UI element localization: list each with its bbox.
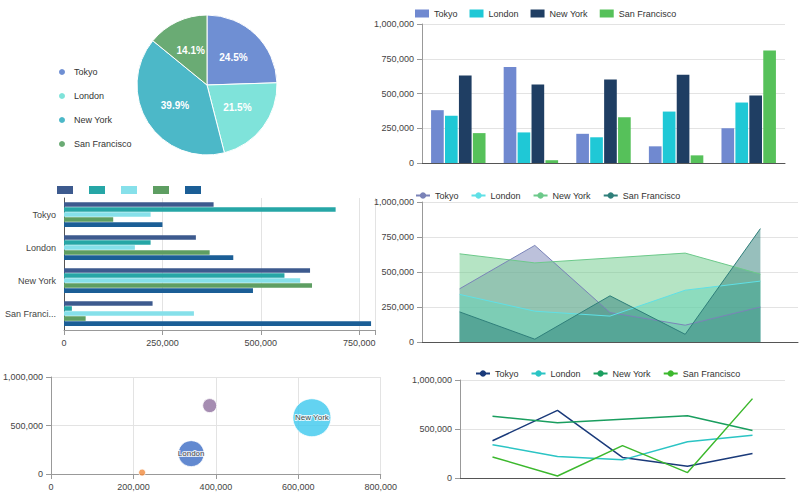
svg-text:Tokyo: Tokyo [32,210,56,220]
svg-text:400,000: 400,000 [200,482,233,492]
svg-text:1,000,000: 1,000,000 [412,375,452,385]
svg-text:London: London [74,91,104,101]
svg-text:500,000: 500,000 [10,421,43,431]
svg-text:San Francisco: San Francisco [683,369,741,379]
svg-text:800,000: 800,000 [364,482,397,492]
svg-text:New York: New York [550,9,589,19]
svg-text:Tokyo: Tokyo [74,67,98,77]
svg-text:London: London [178,449,205,458]
svg-text:39.9%: 39.9% [161,100,189,111]
svg-text:0: 0 [409,158,414,168]
svg-text:500,000: 500,000 [419,424,452,434]
svg-text:600,000: 600,000 [282,482,315,492]
svg-text:0: 0 [38,469,43,479]
svg-text:San Franci...: San Franci... [5,309,56,319]
svg-text:New York: New York [18,276,57,286]
svg-text:1,000,000: 1,000,000 [374,19,414,29]
svg-text:San Francisco: San Francisco [74,139,132,149]
svg-text:London: London [489,9,519,19]
svg-text:500,000: 500,000 [245,338,278,348]
svg-text:250,000: 250,000 [381,123,414,133]
svg-text:San Francisco: San Francisco [623,191,681,201]
svg-text:250,000: 250,000 [381,302,414,312]
svg-text:0: 0 [447,473,452,483]
svg-text:London: London [26,243,56,253]
svg-text:New York: New York [553,191,592,201]
svg-text:London: London [551,369,581,379]
svg-text:14.1%: 14.1% [177,45,205,56]
svg-text:New York: New York [74,115,113,125]
svg-text:500,000: 500,000 [381,267,414,277]
svg-text:21.5%: 21.5% [223,102,251,113]
svg-text:500,000: 500,000 [381,89,414,99]
svg-text:750,000: 750,000 [381,54,414,64]
svg-text:New York: New York [295,413,330,422]
svg-text:Tokyo: Tokyo [434,9,458,19]
svg-text:750,000: 750,000 [343,338,376,348]
svg-text:200,000: 200,000 [117,482,150,492]
svg-text:1,000,000: 1,000,000 [374,197,414,207]
svg-text:Tokyo: Tokyo [435,191,459,201]
svg-text:24.5%: 24.5% [219,52,247,63]
svg-text:New York: New York [613,369,652,379]
svg-text:San Francisco: San Francisco [619,9,677,19]
svg-text:Tokyo: Tokyo [495,369,519,379]
svg-text:0: 0 [409,337,414,347]
svg-text:0: 0 [61,338,66,348]
svg-text:750,000: 750,000 [381,232,414,242]
svg-text:250,000: 250,000 [146,338,179,348]
svg-text:1,000,000: 1,000,000 [3,372,43,382]
svg-text:0: 0 [49,482,54,492]
svg-text:London: London [491,191,521,201]
